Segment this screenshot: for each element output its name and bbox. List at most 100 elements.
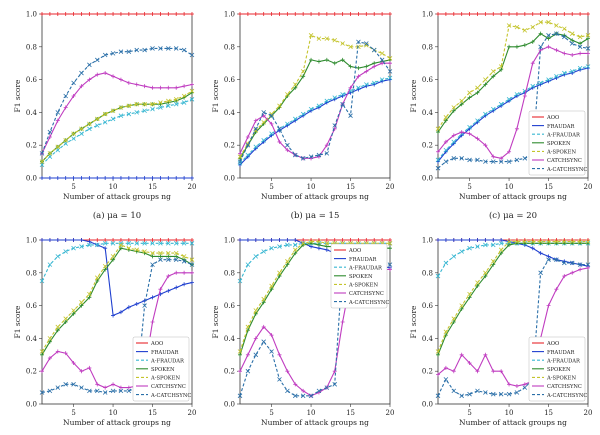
data-point [436, 372, 440, 377]
data-point [142, 12, 147, 16]
data-point [546, 44, 551, 49]
data-point [142, 249, 147, 254]
data-point [55, 349, 60, 354]
data-point [181, 93, 187, 99]
data-point [380, 61, 385, 66]
chart-panel-6: 0.0 0.2 0.4 0.6 0.8 1.0 5 10 15 20 Number of attac… [409, 237, 593, 428]
data-point [340, 92, 345, 97]
data-point [332, 95, 338, 100]
data-point [126, 245, 132, 251]
data-point [55, 176, 60, 180]
data-point [71, 238, 76, 242]
legend: AOO FRAUDAR A-FRAUDAR SPOKEN A-SPOKEN CATCHSY… [132, 336, 191, 402]
data-point [506, 159, 512, 164]
series-a-fraudar [39, 96, 195, 168]
data-point [111, 12, 116, 16]
data-point [467, 238, 472, 242]
data-point [562, 260, 567, 266]
data-point [118, 310, 123, 315]
data-point [324, 57, 329, 62]
data-point [348, 44, 353, 50]
data-point [118, 388, 124, 394]
data-point [530, 61, 535, 66]
data-point [40, 369, 44, 374]
data-point [190, 176, 194, 180]
data-point [40, 176, 44, 180]
data-point [309, 57, 314, 62]
x-tick-label: 15 [346, 183, 355, 191]
data-point [253, 238, 258, 242]
data-point [499, 12, 504, 16]
data-point [181, 254, 187, 259]
y-tick-label: 0.4 [422, 109, 434, 117]
legend-label-catchsync: CATCHSYNC [349, 291, 384, 297]
data-point [475, 244, 480, 249]
data-point [47, 238, 52, 242]
data-point [158, 105, 163, 110]
series-a-catchsync [435, 257, 591, 399]
data-point [570, 270, 575, 275]
legend-label-a-catchsync: A-CATCHSYNC [546, 167, 587, 173]
data-point [459, 156, 464, 161]
series-catchsync [40, 71, 194, 156]
y-tick-label: 0.6 [224, 76, 236, 84]
series-a-spoken [435, 19, 591, 132]
data-point [387, 55, 393, 61]
data-point [150, 176, 155, 180]
data-point [578, 267, 583, 272]
y-tick-label: 0.6 [26, 76, 38, 84]
data-point [126, 240, 132, 246]
data-point [356, 238, 361, 242]
data-point [79, 70, 84, 76]
data-point [499, 67, 504, 72]
x-tick-label: 15 [148, 409, 157, 417]
legend-box [132, 336, 190, 402]
series-catchsync [436, 44, 590, 161]
y-axis-label: F1 score [13, 79, 22, 113]
data-point [79, 176, 84, 180]
y-tick-label: 0.2 [26, 142, 37, 150]
data-point [483, 390, 488, 395]
data-point [530, 39, 535, 44]
data-point [554, 12, 559, 16]
data-point [530, 12, 535, 16]
panel-caption: (b) μa = 15 [291, 210, 340, 221]
data-point [94, 275, 100, 281]
data-point [63, 320, 68, 324]
data-point [364, 41, 369, 46]
series-aoo [40, 12, 194, 16]
data-point [451, 254, 457, 259]
data-point [166, 103, 171, 109]
x-tick-label: 20 [584, 409, 593, 417]
series-line [41, 242, 192, 282]
data-point [499, 238, 504, 242]
data-point [63, 105, 68, 110]
data-point [316, 388, 322, 394]
legend: AOO FRAUDAR A-FRAUDAR SPOKEN A-SPOKEN CATCHSY… [528, 336, 587, 402]
data-point [238, 151, 242, 156]
data-point [142, 238, 147, 242]
x-tick-label: 20 [386, 409, 395, 417]
legend-label-a-spoken: A-SPOKEN [546, 376, 576, 382]
data-point [388, 246, 392, 251]
data-point [47, 151, 53, 156]
legend-label-catchsync: CATCHSYNC [547, 384, 582, 390]
data-point [190, 270, 194, 275]
data-point [174, 12, 179, 16]
data-point [300, 393, 306, 399]
data-point [514, 239, 520, 244]
data-point [340, 238, 345, 242]
data-point [103, 71, 108, 76]
legend-label-a-fraudar: A-FRAUDAR [546, 132, 581, 138]
series-catchsync [40, 270, 194, 390]
series-line [437, 33, 589, 169]
data-point [292, 393, 298, 399]
data-point [102, 52, 108, 58]
data-point [182, 270, 187, 275]
data-point [506, 96, 512, 102]
legend-box [528, 110, 586, 176]
data-point [150, 254, 155, 259]
y-tick-label: 1.0 [422, 11, 433, 19]
data-point [150, 238, 155, 242]
data-point [316, 242, 321, 247]
